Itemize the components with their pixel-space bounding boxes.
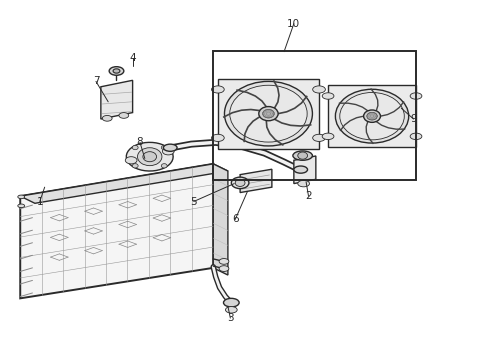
Ellipse shape xyxy=(298,180,310,187)
Text: 6: 6 xyxy=(232,215,239,224)
Ellipse shape xyxy=(231,177,249,189)
Ellipse shape xyxy=(235,179,245,186)
Text: 4: 4 xyxy=(129,53,136,63)
Ellipse shape xyxy=(335,89,409,143)
Ellipse shape xyxy=(410,93,422,99)
Ellipse shape xyxy=(163,144,177,151)
Ellipse shape xyxy=(293,151,313,160)
Text: 5: 5 xyxy=(191,197,197,207)
Polygon shape xyxy=(240,169,272,193)
Polygon shape xyxy=(101,80,133,119)
Ellipse shape xyxy=(132,145,138,150)
Ellipse shape xyxy=(212,134,224,141)
Ellipse shape xyxy=(102,116,112,121)
Ellipse shape xyxy=(313,134,325,141)
Ellipse shape xyxy=(259,107,278,121)
Text: 1: 1 xyxy=(36,197,43,207)
Bar xyxy=(213,51,416,180)
Text: 7: 7 xyxy=(93,76,99,86)
Ellipse shape xyxy=(294,166,308,173)
Ellipse shape xyxy=(109,67,124,75)
Polygon shape xyxy=(218,79,319,149)
Ellipse shape xyxy=(223,298,239,307)
Ellipse shape xyxy=(219,266,229,271)
Ellipse shape xyxy=(298,152,308,159)
Ellipse shape xyxy=(410,133,422,140)
Ellipse shape xyxy=(225,307,237,313)
Ellipse shape xyxy=(230,85,307,142)
Polygon shape xyxy=(213,164,228,275)
Ellipse shape xyxy=(143,152,157,162)
Polygon shape xyxy=(20,164,228,203)
Ellipse shape xyxy=(340,93,404,140)
Ellipse shape xyxy=(18,204,24,208)
Ellipse shape xyxy=(161,164,167,168)
Ellipse shape xyxy=(161,145,167,150)
Ellipse shape xyxy=(212,86,224,93)
Polygon shape xyxy=(294,156,316,184)
Ellipse shape xyxy=(162,148,174,155)
Ellipse shape xyxy=(132,164,138,168)
Ellipse shape xyxy=(364,110,380,122)
Ellipse shape xyxy=(322,133,334,140)
Ellipse shape xyxy=(219,258,229,264)
Text: 2: 2 xyxy=(305,191,312,201)
Ellipse shape xyxy=(125,157,137,164)
Polygon shape xyxy=(20,164,213,298)
Ellipse shape xyxy=(138,148,162,166)
Polygon shape xyxy=(328,85,416,147)
Text: 10: 10 xyxy=(287,19,300,29)
Text: 8: 8 xyxy=(137,138,143,147)
Ellipse shape xyxy=(119,113,129,118)
Ellipse shape xyxy=(322,93,334,99)
Ellipse shape xyxy=(313,86,325,93)
Ellipse shape xyxy=(113,69,120,73)
Polygon shape xyxy=(126,142,173,171)
Ellipse shape xyxy=(224,81,313,146)
Text: 3: 3 xyxy=(227,313,234,323)
Ellipse shape xyxy=(18,195,24,199)
Ellipse shape xyxy=(263,109,274,118)
Text: 9: 9 xyxy=(410,114,417,124)
Ellipse shape xyxy=(367,112,377,120)
